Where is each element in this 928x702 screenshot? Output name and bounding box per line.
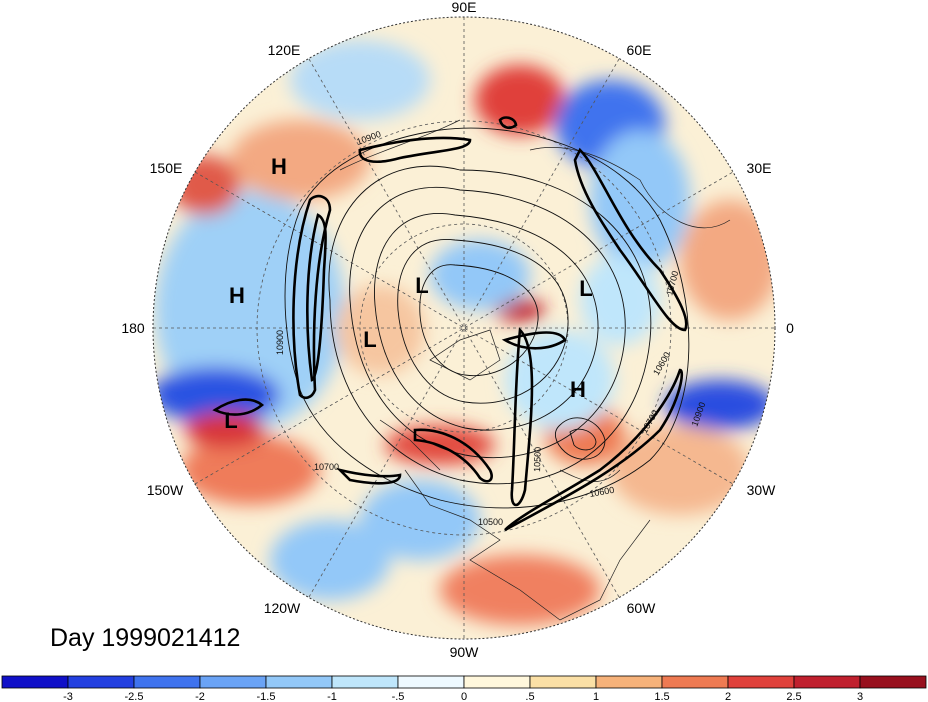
colorbar-swatch — [265, 675, 333, 689]
longitude-labels: 90E 60E 30E 0 30W 60W 90W 120W 150W 180 … — [121, 0, 794, 660]
colorbar-tick-label: 1 — [593, 691, 599, 702]
contour-label: 10700 — [314, 462, 339, 472]
colorbar-swatch — [199, 675, 267, 689]
colorbar-tick-label: -2.5 — [125, 691, 144, 702]
colorbar-tick-label: -1 — [327, 691, 337, 702]
colorbar-swatch — [793, 675, 861, 689]
contour-label: 10900 — [275, 330, 285, 355]
low-center-marker: L — [415, 273, 428, 298]
colorbar-swatch — [1, 675, 69, 689]
lon-label-30w: 30W — [747, 482, 777, 498]
colorbar-tick-label: 1.5 — [654, 691, 669, 702]
colorbar-tick-label: 0 — [461, 691, 467, 702]
lon-label-120w: 120W — [264, 600, 301, 616]
lon-label-0: 0 — [786, 320, 794, 336]
colorbar-ticks: -3 -2.5 -2 -1.5 -1 -.5 0 .5 1 1.5 2 2.5 3 — [63, 691, 863, 702]
low-center-marker: L — [224, 408, 237, 433]
colorbar-swatch — [595, 675, 663, 689]
colorbar-swatch — [397, 675, 465, 689]
colorbar-tick-label: -2 — [195, 691, 205, 702]
lon-label-120e: 120E — [268, 42, 301, 58]
high-center-marker: H — [229, 283, 245, 308]
lon-label-90e: 90E — [452, 0, 477, 15]
colorbar-tick-label: 2.5 — [786, 691, 801, 702]
colorbar — [1, 675, 927, 689]
lon-label-60e: 60E — [627, 42, 652, 58]
lon-label-90w: 90W — [450, 644, 480, 660]
lon-label-180: 180 — [121, 320, 145, 336]
high-center-marker: H — [570, 377, 586, 402]
colorbar-swatch — [661, 675, 729, 689]
map-border — [152, 16, 776, 640]
colorbar-swatch — [463, 675, 531, 689]
low-center-marker: L — [363, 327, 376, 352]
colorbar-tick-label: -1.5 — [257, 691, 276, 702]
lon-label-60w: 60W — [627, 600, 657, 616]
low-center-marker: L — [579, 276, 592, 301]
jet-contours — [212, 116, 688, 532]
pressure-centers: H H L L L L H — [224, 154, 592, 433]
colorbar-swatch — [529, 675, 597, 689]
colorbar-tick-label: 3 — [857, 691, 863, 702]
colorbar-swatch — [727, 675, 795, 689]
colorbar-tick-label: -.5 — [392, 691, 405, 702]
coastlines — [339, 119, 731, 621]
lon-label-30e: 30E — [747, 160, 772, 176]
contour-label: 10500 — [478, 517, 503, 527]
colorbar-swatch — [331, 675, 399, 689]
lon-label-150e: 150E — [150, 160, 183, 176]
day-title: Day 1999021412 — [50, 624, 240, 652]
colorbar-swatch — [133, 675, 201, 689]
high-center-marker: H — [271, 154, 287, 179]
contour-label: 10500 — [532, 447, 543, 472]
height-contours — [284, 127, 690, 509]
contour-label: 10600 — [589, 485, 615, 499]
colorbar-swatch — [859, 675, 927, 689]
colorbar-tick-label: -3 — [63, 691, 73, 702]
colorbar-tick-label: 2 — [725, 691, 731, 702]
colorbar-tick-label: .5 — [525, 691, 534, 702]
colorbar-swatch — [67, 675, 135, 689]
lon-label-150w: 150W — [147, 482, 184, 498]
